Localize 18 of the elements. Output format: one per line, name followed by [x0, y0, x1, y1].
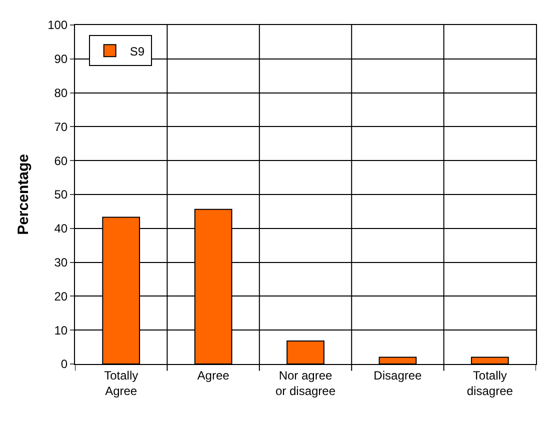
y-tick-label: 40: [54, 222, 68, 236]
y-tick-label: 20: [54, 289, 68, 304]
y-tick-label: 10: [54, 323, 68, 338]
y-tick-label: 100: [48, 18, 68, 32]
y-tick-label: 50: [54, 188, 68, 202]
x-tick-label: Totally disagree: [466, 368, 514, 398]
legend-label: S9: [130, 44, 145, 58]
x-tick-label: Agree: [197, 368, 230, 382]
x-tick-label: Nor agree or disagree: [275, 368, 336, 398]
y-axis-title: Percentage: [14, 154, 32, 235]
y-tick-label: 0: [60, 357, 68, 372]
y-tick-label: 70: [54, 120, 68, 134]
x-tick-label: Disagree: [374, 368, 422, 382]
y-tick-label: 90: [54, 52, 68, 66]
y-tick-label: 60: [54, 154, 68, 168]
x-tick-label: Totally Agree: [104, 368, 138, 398]
y-tick-label: 80: [54, 86, 68, 100]
y-tick-label: 30: [54, 256, 68, 270]
